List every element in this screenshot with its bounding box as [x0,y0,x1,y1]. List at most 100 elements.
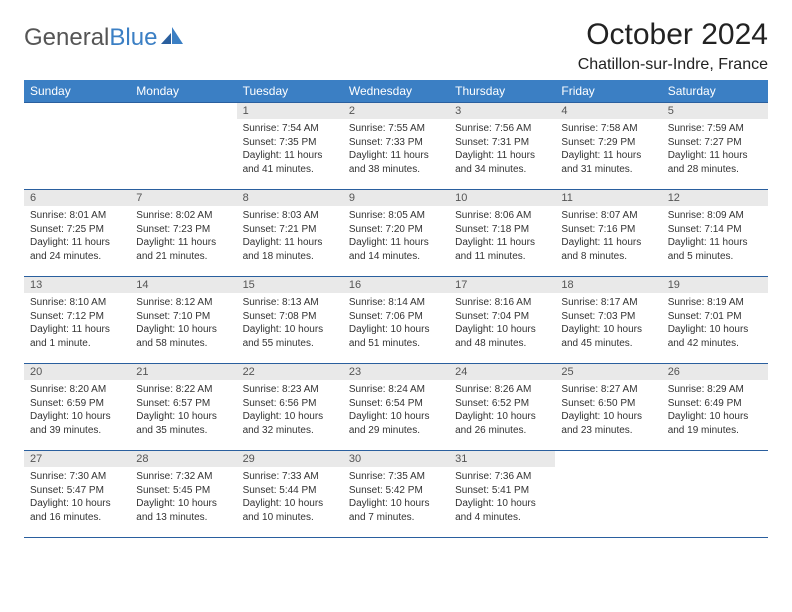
day-body: Sunrise: 8:06 AMSunset: 7:18 PMDaylight:… [449,206,555,267]
daylight-text: Daylight: 10 hours and 4 minutes. [455,497,549,524]
sunset-text: Sunset: 7:12 PM [30,310,124,324]
day-number: 18 [555,277,661,293]
sunrise-text: Sunrise: 8:07 AM [561,209,655,223]
calendar-cell: 25Sunrise: 8:27 AMSunset: 6:50 PMDayligh… [555,364,661,451]
calendar-cell: 27Sunrise: 7:30 AMSunset: 5:47 PMDayligh… [24,451,130,538]
sunset-text: Sunset: 7:18 PM [455,223,549,237]
sunset-text: Sunset: 7:08 PM [243,310,337,324]
sunset-text: Sunset: 7:04 PM [455,310,549,324]
sunrise-text: Sunrise: 7:59 AM [668,122,762,136]
day-body: Sunrise: 8:02 AMSunset: 7:23 PMDaylight:… [130,206,236,267]
calendar-cell: 24Sunrise: 8:26 AMSunset: 6:52 PMDayligh… [449,364,555,451]
day-body: Sunrise: 8:01 AMSunset: 7:25 PMDaylight:… [24,206,130,267]
day-body: Sunrise: 8:09 AMSunset: 7:14 PMDaylight:… [662,206,768,267]
calendar-week-row: 1Sunrise: 7:54 AMSunset: 7:35 PMDaylight… [24,103,768,190]
sunrise-text: Sunrise: 8:05 AM [349,209,443,223]
sunset-text: Sunset: 7:29 PM [561,136,655,150]
daylight-text: Daylight: 10 hours and 51 minutes. [349,323,443,350]
sunrise-text: Sunrise: 8:20 AM [30,383,124,397]
daylight-text: Daylight: 11 hours and 24 minutes. [30,236,124,263]
day-number: 20 [24,364,130,380]
day-body: Sunrise: 7:30 AMSunset: 5:47 PMDaylight:… [24,467,130,528]
daylight-text: Daylight: 10 hours and 48 minutes. [455,323,549,350]
title-block: October 2024 Chatillon-sur-Indre, France [578,18,768,74]
day-number: 2 [343,103,449,119]
day-body: Sunrise: 8:22 AMSunset: 6:57 PMDaylight:… [130,380,236,441]
calendar-cell: 9Sunrise: 8:05 AMSunset: 7:20 PMDaylight… [343,190,449,277]
sunrise-text: Sunrise: 8:06 AM [455,209,549,223]
calendar-cell: 6Sunrise: 8:01 AMSunset: 7:25 PMDaylight… [24,190,130,277]
sunrise-text: Sunrise: 7:30 AM [30,470,124,484]
sunrise-text: Sunrise: 7:54 AM [243,122,337,136]
calendar-cell: 19Sunrise: 8:19 AMSunset: 7:01 PMDayligh… [662,277,768,364]
calendar-cell: 29Sunrise: 7:33 AMSunset: 5:44 PMDayligh… [237,451,343,538]
calendar-cell: 21Sunrise: 8:22 AMSunset: 6:57 PMDayligh… [130,364,236,451]
sunset-text: Sunset: 7:33 PM [349,136,443,150]
day-body: Sunrise: 8:16 AMSunset: 7:04 PMDaylight:… [449,293,555,354]
weekday-header: Saturday [662,80,768,103]
calendar-cell: 20Sunrise: 8:20 AMSunset: 6:59 PMDayligh… [24,364,130,451]
day-body: Sunrise: 8:27 AMSunset: 6:50 PMDaylight:… [555,380,661,441]
day-body: Sunrise: 7:58 AMSunset: 7:29 PMDaylight:… [555,119,661,180]
sunset-text: Sunset: 7:25 PM [30,223,124,237]
day-body: Sunrise: 7:36 AMSunset: 5:41 PMDaylight:… [449,467,555,528]
day-number: 9 [343,190,449,206]
day-number: 26 [662,364,768,380]
daylight-text: Daylight: 11 hours and 11 minutes. [455,236,549,263]
sunrise-text: Sunrise: 8:02 AM [136,209,230,223]
daylight-text: Daylight: 10 hours and 26 minutes. [455,410,549,437]
sunset-text: Sunset: 7:20 PM [349,223,443,237]
sunrise-text: Sunrise: 7:36 AM [455,470,549,484]
weekday-header: Monday [130,80,236,103]
weekday-header: Tuesday [237,80,343,103]
sunrise-text: Sunrise: 7:33 AM [243,470,337,484]
sunset-text: Sunset: 7:31 PM [455,136,549,150]
calendar-cell: 26Sunrise: 8:29 AMSunset: 6:49 PMDayligh… [662,364,768,451]
calendar-cell: 18Sunrise: 8:17 AMSunset: 7:03 PMDayligh… [555,277,661,364]
brand-part1: General [24,24,109,52]
sunset-text: Sunset: 7:14 PM [668,223,762,237]
logo-sail-icon [161,24,183,52]
calendar-cell: 8Sunrise: 8:03 AMSunset: 7:21 PMDaylight… [237,190,343,277]
calendar-cell: 13Sunrise: 8:10 AMSunset: 7:12 PMDayligh… [24,277,130,364]
day-body: Sunrise: 8:17 AMSunset: 7:03 PMDaylight:… [555,293,661,354]
sunset-text: Sunset: 5:44 PM [243,484,337,498]
calendar-cell: 5Sunrise: 7:59 AMSunset: 7:27 PMDaylight… [662,103,768,190]
sunrise-text: Sunrise: 8:01 AM [30,209,124,223]
day-number: 10 [449,190,555,206]
daylight-text: Daylight: 10 hours and 29 minutes. [349,410,443,437]
day-body: Sunrise: 7:55 AMSunset: 7:33 PMDaylight:… [343,119,449,180]
day-number: 7 [130,190,236,206]
sunrise-text: Sunrise: 7:58 AM [561,122,655,136]
day-number: 1 [237,103,343,119]
daylight-text: Daylight: 10 hours and 45 minutes. [561,323,655,350]
sunrise-text: Sunrise: 8:27 AM [561,383,655,397]
daylight-text: Daylight: 10 hours and 7 minutes. [349,497,443,524]
day-body: Sunrise: 7:54 AMSunset: 7:35 PMDaylight:… [237,119,343,180]
sunrise-text: Sunrise: 7:55 AM [349,122,443,136]
day-body: Sunrise: 8:13 AMSunset: 7:08 PMDaylight:… [237,293,343,354]
sunset-text: Sunset: 6:52 PM [455,397,549,411]
daylight-text: Daylight: 10 hours and 39 minutes. [30,410,124,437]
calendar-cell: 3Sunrise: 7:56 AMSunset: 7:31 PMDaylight… [449,103,555,190]
day-number: 25 [555,364,661,380]
header: GeneralBlue October 2024 Chatillon-sur-I… [24,18,768,74]
day-body: Sunrise: 8:26 AMSunset: 6:52 PMDaylight:… [449,380,555,441]
day-number: 3 [449,103,555,119]
daylight-text: Daylight: 10 hours and 19 minutes. [668,410,762,437]
sunrise-text: Sunrise: 8:10 AM [30,296,124,310]
calendar-cell: 7Sunrise: 8:02 AMSunset: 7:23 PMDaylight… [130,190,236,277]
day-number: 14 [130,277,236,293]
day-body: Sunrise: 8:29 AMSunset: 6:49 PMDaylight:… [662,380,768,441]
sunset-text: Sunset: 5:42 PM [349,484,443,498]
location: Chatillon-sur-Indre, France [578,56,768,74]
calendar-page: GeneralBlue October 2024 Chatillon-sur-I… [0,0,792,556]
daylight-text: Daylight: 11 hours and 38 minutes. [349,149,443,176]
sunset-text: Sunset: 6:54 PM [349,397,443,411]
calendar-cell [130,103,236,190]
day-number: 23 [343,364,449,380]
sunrise-text: Sunrise: 8:13 AM [243,296,337,310]
day-body: Sunrise: 8:05 AMSunset: 7:20 PMDaylight:… [343,206,449,267]
sunrise-text: Sunrise: 7:32 AM [136,470,230,484]
calendar-week-row: 27Sunrise: 7:30 AMSunset: 5:47 PMDayligh… [24,451,768,538]
